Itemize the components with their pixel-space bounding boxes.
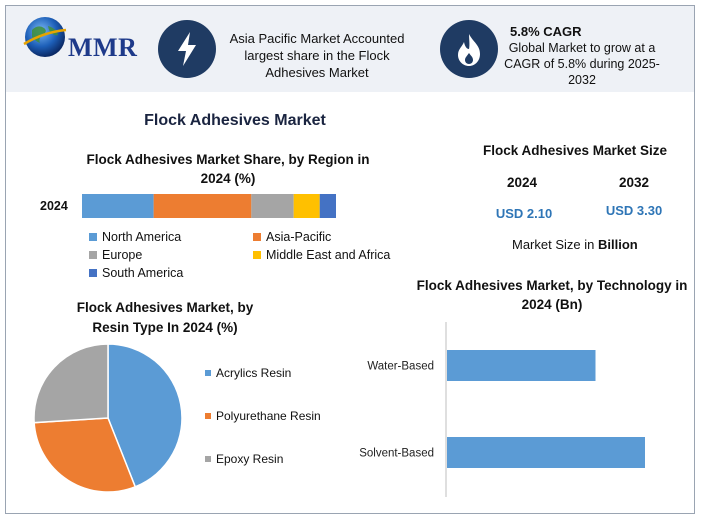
cagr-description: Global Market to grow at a CAGR of 5.8% … — [504, 41, 660, 87]
legend-north-america: North America — [89, 230, 181, 244]
resin-chart-title: Flock Adhesives Market, by Resin Type In… — [76, 300, 254, 335]
technology-bar-solvent-based — [447, 437, 645, 468]
technology-bar-water-based — [447, 350, 596, 381]
globe-logo-icon — [23, 17, 67, 57]
region-bar-segment-north-america — [82, 194, 154, 218]
market-size-title: Flock Adhesives Market Size — [482, 143, 668, 158]
legend-asia-pacific: Asia-Pacific — [253, 230, 331, 244]
technology-category-label-water-based: Water-Based — [367, 361, 434, 373]
market-size-value-2024: USD 2.10 — [495, 206, 553, 221]
region-chart-title: Flock Adhesives Market Share, by Region … — [86, 152, 370, 186]
legend-south-america: South America — [89, 266, 183, 280]
pie-slice-polyurethane-resin — [33, 417, 137, 493]
legend-europe: Europe — [89, 248, 142, 262]
header-banner — [6, 6, 694, 92]
region-bar-year-label: 2024 — [40, 199, 68, 213]
market-size-year-2032: 2032 — [618, 175, 650, 190]
market-size-year-2024: 2024 — [506, 175, 538, 190]
region-bar-segment-asia-pacific — [153, 194, 252, 218]
pie-slice-acrylics-resin — [107, 343, 183, 488]
lightning-icon — [158, 20, 216, 78]
cagr-title: 5.8% CAGR — [510, 24, 582, 39]
technology-category-label-solvent-based: Solvent-Based — [359, 448, 434, 460]
region-bar-segment-south-america — [319, 194, 336, 218]
logo-text: MMR — [68, 33, 138, 62]
technology-chart-title: Flock Adhesives Market, by Technology in… — [416, 278, 688, 312]
region-bar-segment-europe — [251, 194, 294, 218]
region-bar-segment-middle-east-and-africa — [293, 194, 320, 218]
flame-icon — [440, 20, 498, 78]
legend-acrylics-resin: Acrylics Resin — [205, 366, 291, 380]
legend-epoxy-resin: Epoxy Resin — [205, 452, 283, 466]
legend-polyurethane-resin: Polyurethane Resin — [205, 409, 321, 423]
main-title: Flock Adhesives Market — [144, 112, 326, 129]
pie-slice-epoxy-resin — [33, 343, 109, 424]
market-size-unit: Market Size in Billion — [512, 237, 638, 252]
market-size-value-2032: USD 3.30 — [605, 203, 663, 218]
legend-middle-east-africa: Middle East and Africa — [253, 248, 390, 262]
stat-asia-pacific-text: Asia Pacific Market Accounted largest sh… — [229, 31, 405, 80]
